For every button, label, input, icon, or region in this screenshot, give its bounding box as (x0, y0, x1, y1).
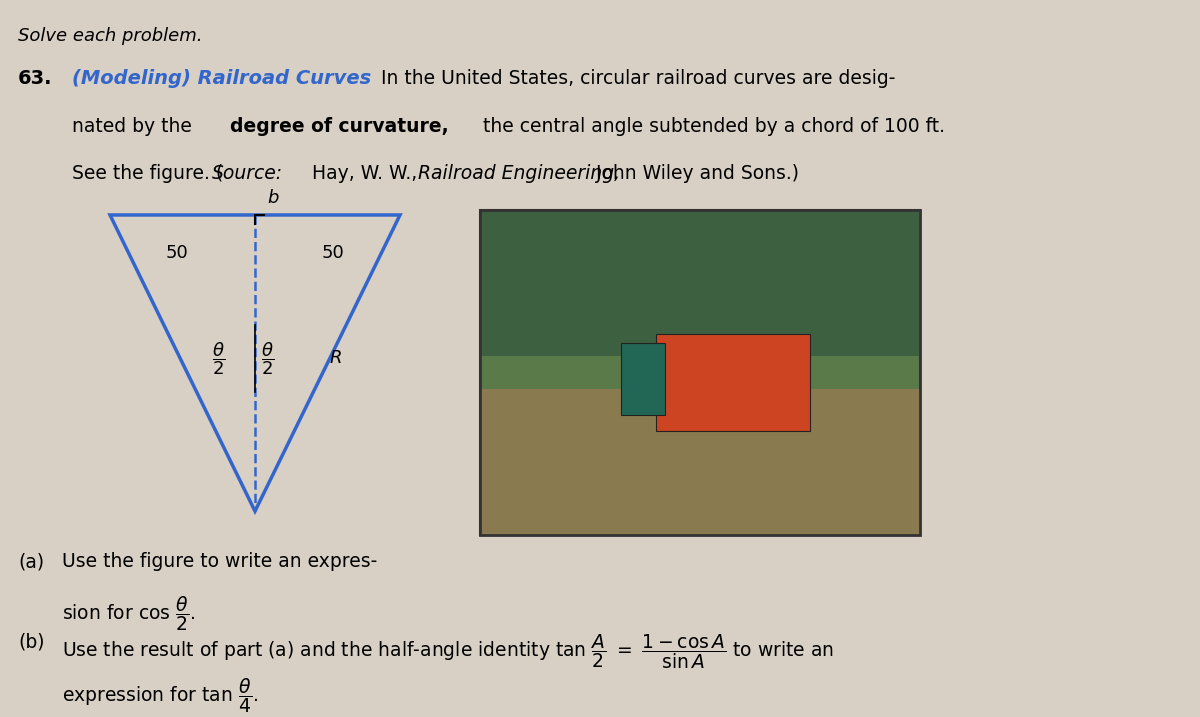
Text: 50: 50 (322, 244, 344, 262)
Text: $\dfrac{\theta}{2}$: $\dfrac{\theta}{2}$ (211, 340, 226, 376)
Text: Source:: Source: (212, 164, 283, 184)
Text: John Wiley and Sons.): John Wiley and Sons.) (590, 164, 799, 184)
FancyBboxPatch shape (480, 389, 920, 535)
FancyBboxPatch shape (480, 210, 920, 356)
FancyBboxPatch shape (620, 343, 665, 415)
Text: Use the result of part (a) and the half-angle identity tan $\dfrac{A}{2}$ $=$ $\: Use the result of part (a) and the half-… (62, 632, 834, 671)
Text: (b): (b) (18, 632, 44, 652)
Text: 50: 50 (166, 244, 188, 262)
Text: (Modeling) Railroad Curves: (Modeling) Railroad Curves (72, 69, 371, 87)
Text: nated by the: nated by the (72, 117, 198, 136)
Text: Hay, W. W.,: Hay, W. W., (306, 164, 424, 184)
Text: degree of curvature,: degree of curvature, (230, 117, 449, 136)
Text: (a): (a) (18, 552, 44, 571)
Text: Use the figure to write an expres-: Use the figure to write an expres- (62, 552, 377, 571)
Text: expression for tan $\dfrac{\theta}{4}$.: expression for tan $\dfrac{\theta}{4}$. (62, 676, 258, 716)
Text: In the United States, circular railroad curves are desig-: In the United States, circular railroad … (374, 69, 895, 87)
Text: Solve each problem.: Solve each problem. (18, 27, 203, 44)
Text: the central angle subtended by a chord of 100 ft.: the central angle subtended by a chord o… (476, 117, 946, 136)
Text: b: b (266, 189, 278, 207)
Text: See the figure. (: See the figure. ( (72, 164, 223, 184)
Text: sion for cos $\dfrac{\theta}{2}$.: sion for cos $\dfrac{\theta}{2}$. (62, 594, 196, 633)
Text: $\dfrac{\theta}{2}$: $\dfrac{\theta}{2}$ (262, 340, 275, 376)
FancyBboxPatch shape (480, 210, 920, 535)
Text: Railroad Engineering,: Railroad Engineering, (418, 164, 620, 184)
Text: 63.: 63. (18, 69, 53, 87)
FancyBboxPatch shape (656, 333, 810, 431)
Text: R: R (330, 349, 342, 367)
